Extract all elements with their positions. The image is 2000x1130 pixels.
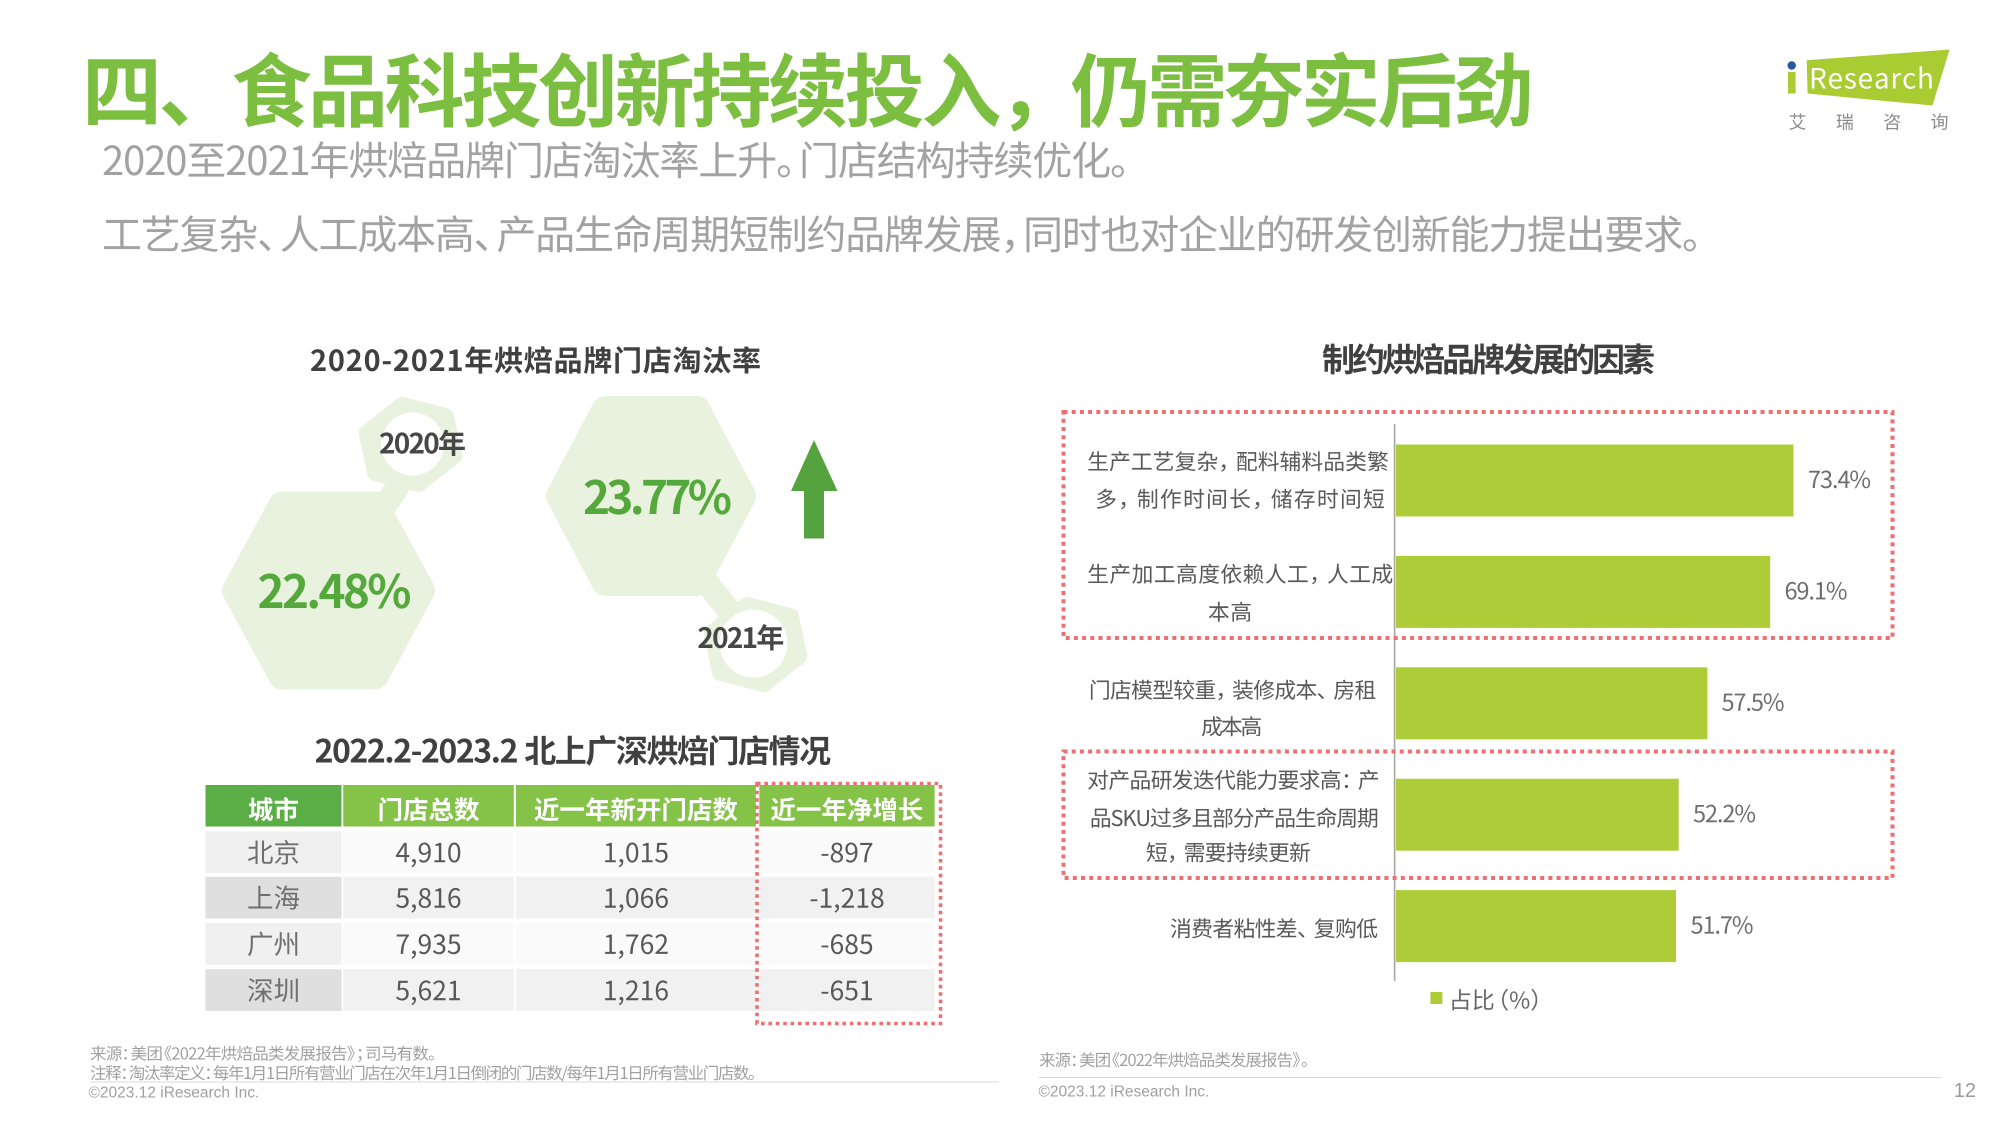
svg-text:©2023.12 iResearch Inc.: ©2023.12 iResearch Inc.	[1039, 1084, 1210, 1101]
svg-text:©2023.12 iResearch Inc.: ©2023.12 iResearch Inc.	[89, 1085, 260, 1102]
svg-text:12: 12	[1954, 1080, 1976, 1102]
